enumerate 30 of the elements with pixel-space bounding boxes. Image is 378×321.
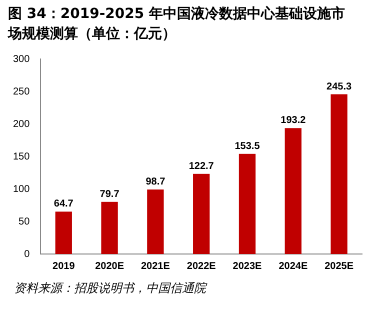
data-label: 122.7 — [188, 160, 214, 172]
bar — [147, 190, 164, 254]
text: 资料来源：招股说明书，中国信通院 — [14, 280, 208, 297]
data-label: 193.2 — [280, 115, 306, 126]
data-label: 153.5 — [234, 140, 260, 152]
chart-title: 图 34：2019-2025 年中国液冷数据中心基础设施市场规模测算（单位：亿元） — [8, 4, 346, 44]
bar — [55, 212, 72, 254]
y-tick-label: 250 — [12, 86, 30, 98]
x-tick-label: 2019 — [52, 260, 76, 272]
y-tick-label: 0 — [24, 248, 30, 260]
x-tick-label: 2023E — [232, 260, 262, 272]
y-tick-label: 50 — [18, 216, 30, 228]
x-tick-label: 2024E — [278, 260, 308, 272]
x-tick-label: 2022E — [186, 260, 216, 272]
x-tick-label: 2021E — [140, 260, 170, 272]
bar — [193, 174, 210, 254]
data-label: 64.7 — [54, 198, 74, 210]
y-tick-label: 300 — [12, 54, 30, 65]
y-tick-label: 100 — [12, 184, 30, 195]
bar — [330, 94, 348, 254]
bar — [284, 128, 302, 254]
data-label: 98.7 — [146, 176, 166, 188]
bar — [238, 154, 256, 254]
data-label: 79.7 — [100, 188, 120, 200]
data-label: 245.3 — [326, 81, 352, 92]
y-tick-label: 200 — [12, 118, 30, 130]
x-tick-label: 2020E — [95, 260, 124, 272]
bar — [101, 202, 118, 254]
y-tick-label: 150 — [12, 151, 30, 162]
x-tick-label: 2025E — [324, 260, 354, 272]
